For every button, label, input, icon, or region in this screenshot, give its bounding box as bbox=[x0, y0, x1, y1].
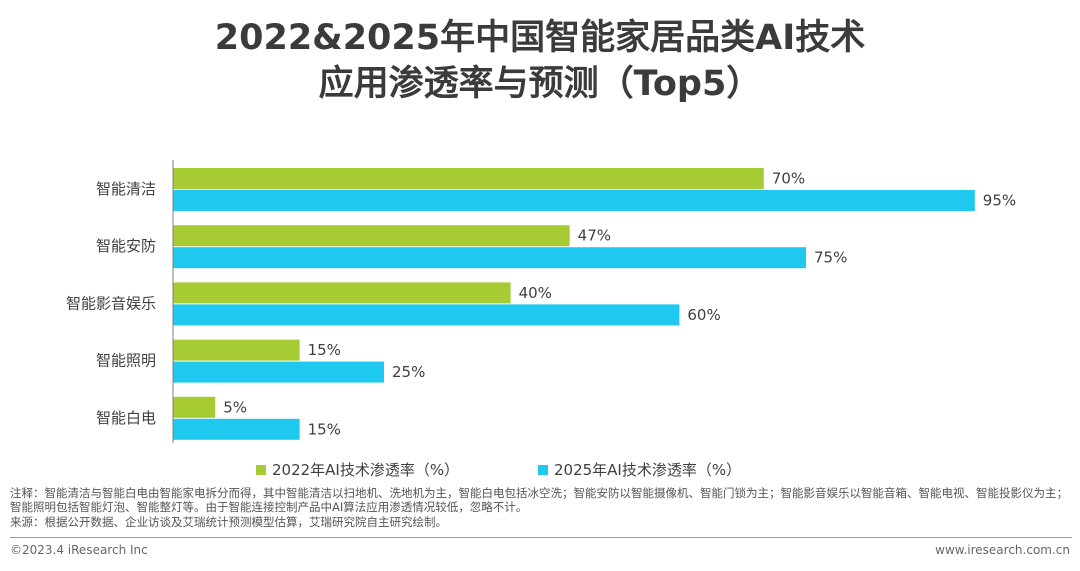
data-label: 5% bbox=[223, 398, 247, 416]
bar-2022 bbox=[173, 168, 764, 189]
footer-copyright: ©2023.4 iResearch Inc bbox=[10, 543, 148, 557]
bar-2022 bbox=[173, 339, 300, 361]
category-label: 智能照明 bbox=[96, 352, 156, 370]
chart-source: 来源：根据公开数据、企业访谈及艾瑞统计预测模型估算，艾瑞研究院自主研究绘制。 bbox=[10, 515, 447, 529]
chart-title-line2: 应用渗透率与预测（Top5） bbox=[318, 64, 762, 104]
bar-2025 bbox=[173, 190, 975, 211]
footer-url: www.iresearch.com.cn bbox=[935, 543, 1070, 557]
chart-title-line1: 2022&2025年中国智能家居品类AI技术 bbox=[214, 18, 866, 58]
data-label: 40% bbox=[519, 284, 552, 302]
data-label: 25% bbox=[392, 363, 425, 381]
bar-2022 bbox=[173, 225, 570, 247]
data-label: 15% bbox=[308, 420, 341, 438]
footer-divider bbox=[10, 537, 1072, 538]
chart-note: 注释：智能清洁与智能白电由智能家电拆分而得，其中智能清洁以扫地机、洗地机为主，智… bbox=[10, 486, 1068, 514]
category-label: 智能清洁 bbox=[96, 180, 156, 198]
data-label: 70% bbox=[772, 170, 805, 188]
data-label: 60% bbox=[687, 306, 720, 324]
legend-item-2022: 2022年AI技术渗透率（%） bbox=[256, 459, 459, 480]
bar-2022 bbox=[173, 396, 216, 418]
data-label: 15% bbox=[308, 341, 341, 359]
legend-swatch-2025 bbox=[538, 464, 548, 475]
data-label: 47% bbox=[578, 227, 611, 245]
bar-2022 bbox=[173, 282, 511, 304]
legend-swatch-2022 bbox=[256, 464, 266, 475]
legend-label-2025: 2025年AI技术渗透率（%） bbox=[554, 461, 742, 479]
legend-label-2022: 2022年AI技术渗透率（%） bbox=[272, 461, 460, 479]
data-label: 75% bbox=[814, 249, 847, 267]
bar-2025 bbox=[173, 247, 806, 269]
bar-2025 bbox=[173, 361, 384, 383]
data-label: 95% bbox=[983, 192, 1016, 210]
category-label: 智能影音娱乐 bbox=[66, 294, 156, 312]
category-label: 智能安防 bbox=[96, 237, 156, 255]
bar-2025 bbox=[173, 418, 300, 440]
bar-chart: 智能清洁 70% 95% 智能安防 47% 75% 智能影音娱乐 40% 60% 智能照明 15% 2… bbox=[66, 160, 1016, 443]
category-label: 智能白电 bbox=[96, 409, 156, 427]
legend-item-2025: 2025年AI技术渗透率（%） bbox=[538, 459, 741, 480]
bar-2025 bbox=[173, 304, 680, 326]
